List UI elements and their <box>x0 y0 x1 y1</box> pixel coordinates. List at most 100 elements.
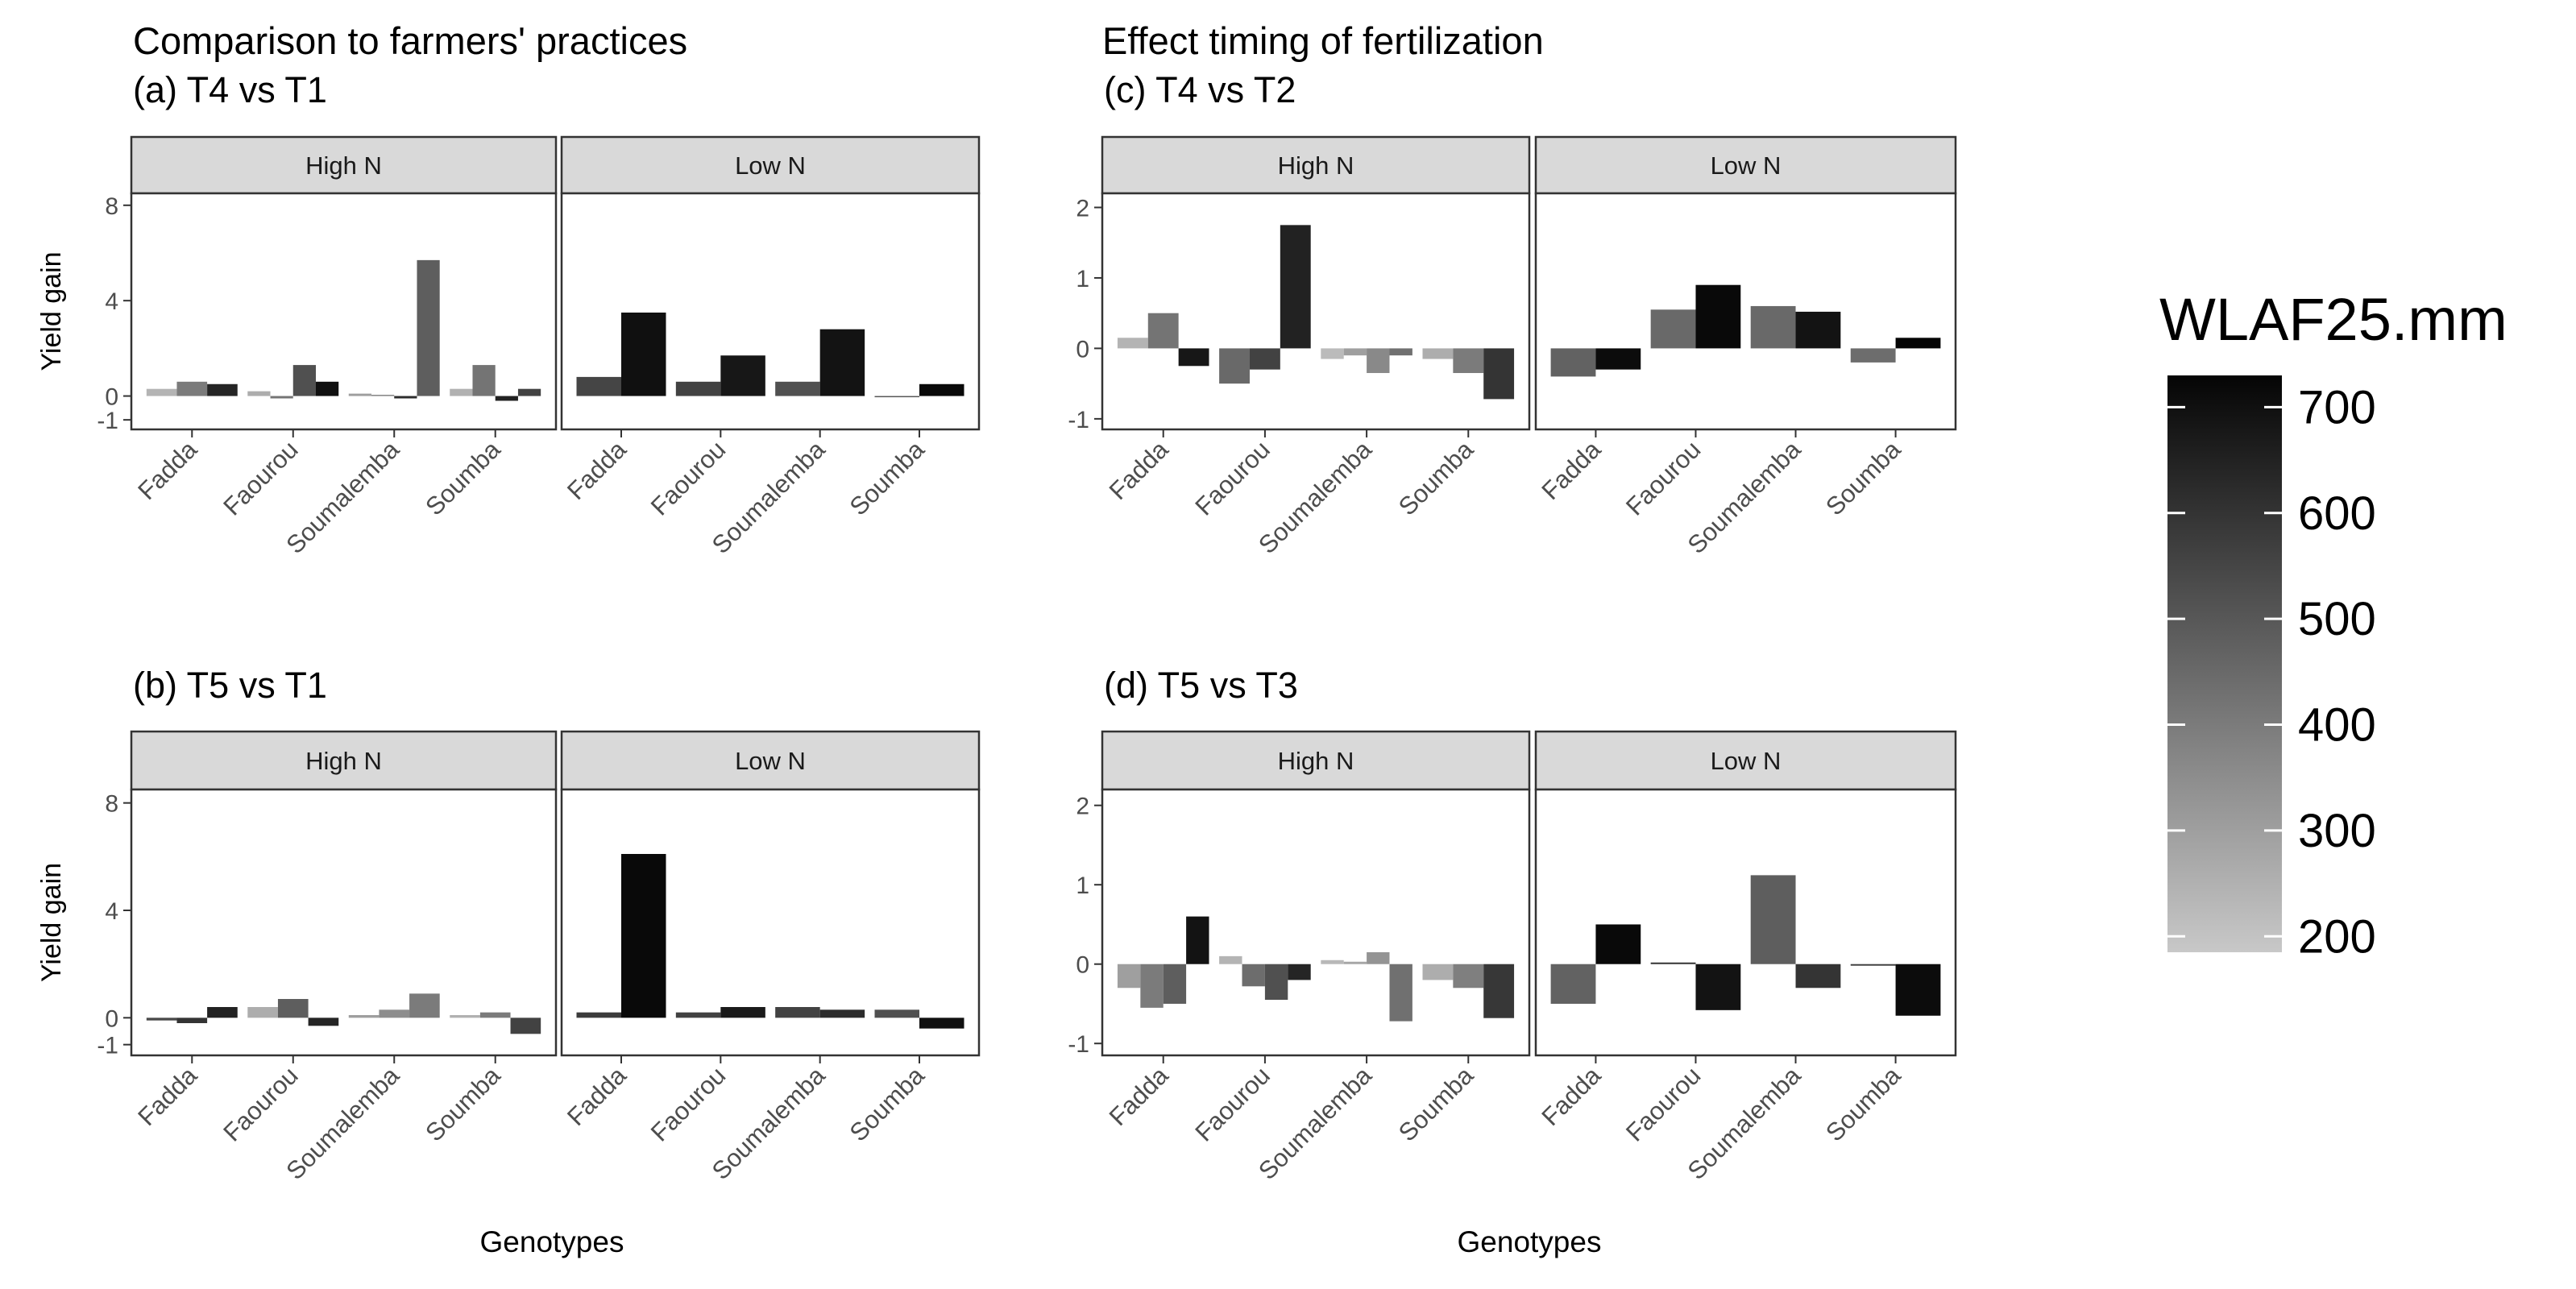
plot-background <box>1102 193 1529 429</box>
y-tick-label: -1 <box>97 408 118 434</box>
bar <box>1186 916 1209 964</box>
panel-title: (b) T5 vs T1 <box>133 665 327 706</box>
y-tick-label: -1 <box>1068 407 1089 433</box>
x-axis-title-left: Genotypes <box>480 1225 624 1258</box>
plot-border <box>560 788 981 1057</box>
plot-border <box>1534 788 1957 1057</box>
bar <box>1249 348 1280 370</box>
facet-strip <box>130 135 558 195</box>
bar <box>1795 964 1841 989</box>
bar <box>874 1009 919 1018</box>
bar <box>247 1007 278 1018</box>
bar <box>576 1012 621 1018</box>
bar <box>1389 964 1412 1022</box>
bar <box>1264 964 1288 1001</box>
bar <box>176 381 208 396</box>
bar <box>1288 964 1311 980</box>
bar <box>1850 964 1896 966</box>
bar <box>277 999 309 1018</box>
bar <box>1343 961 1367 964</box>
bar <box>621 854 666 1018</box>
bar <box>1795 311 1841 349</box>
facet-strip <box>1534 730 1957 791</box>
y-tick-label: 0 <box>1076 336 1089 363</box>
y-tick-label: 4 <box>105 898 118 925</box>
facet-strip-label: High N <box>1278 151 1354 180</box>
plot-border <box>130 788 558 1057</box>
legend-tick-label: 400 <box>2298 699 2376 752</box>
y-axis-label: Yield gain <box>36 863 67 982</box>
bar <box>919 1018 964 1029</box>
y-tick-label: 8 <box>105 791 118 818</box>
bar <box>775 1007 820 1018</box>
bar <box>1550 348 1596 377</box>
bar <box>621 312 666 396</box>
bar <box>1367 348 1390 374</box>
legend-title: WLAF25.mm <box>2159 286 2508 353</box>
bar <box>1321 959 1344 964</box>
bar <box>1367 951 1390 964</box>
bar <box>308 1018 339 1026</box>
bar <box>1343 348 1367 356</box>
bar <box>450 388 473 396</box>
bar <box>1321 348 1344 359</box>
bar <box>495 396 518 401</box>
y-tick-label: 8 <box>105 193 118 220</box>
bar <box>479 1012 511 1018</box>
bar <box>1750 305 1796 349</box>
bar <box>874 396 919 398</box>
facet-strip-label: High N <box>305 151 382 180</box>
bar <box>1147 313 1179 349</box>
plot-background <box>1102 790 1529 1055</box>
facet-strip-label: High N <box>1278 747 1354 775</box>
bar <box>675 1012 721 1018</box>
bar <box>450 1015 480 1018</box>
facet-strip-label: Low N <box>735 151 806 180</box>
bar <box>292 365 316 396</box>
facet-strip-label: Low N <box>1711 747 1782 775</box>
plot-background <box>1536 790 1956 1055</box>
bar <box>247 391 271 396</box>
bar <box>1750 875 1796 964</box>
bar <box>1453 964 1484 989</box>
y-tick-label: 0 <box>105 384 118 411</box>
y-tick-label: 2 <box>1076 794 1089 820</box>
color-legend: WLAF25.mm 200 300 400 500 600 700 <box>2159 286 2508 963</box>
bar <box>510 1018 541 1034</box>
bar <box>1695 964 1741 1010</box>
bar <box>517 388 541 396</box>
y-tick-label: -1 <box>1068 1031 1089 1058</box>
bar <box>576 376 621 396</box>
facet-strip <box>130 730 558 791</box>
legend-tick-label: 500 <box>2298 593 2376 645</box>
bar <box>1483 348 1515 400</box>
y-tick-label: 1 <box>1076 266 1089 292</box>
panel-title: (a) T4 vs T1 <box>133 69 327 110</box>
y-tick-label: 4 <box>105 288 118 315</box>
bar <box>1850 348 1896 363</box>
bar <box>1219 955 1242 964</box>
y-tick-label: 2 <box>1076 195 1089 222</box>
bar <box>919 383 964 396</box>
facet-strip-label: High N <box>305 747 382 775</box>
bar <box>1483 964 1515 1018</box>
bar <box>1140 964 1164 1008</box>
bar <box>207 383 238 396</box>
bar <box>1550 964 1596 1004</box>
bar <box>1117 338 1148 349</box>
y-tick-label: -1 <box>97 1033 118 1059</box>
legend-colorbar <box>2167 375 2282 952</box>
facet-strip-label: Low N <box>1711 151 1782 180</box>
plot-border <box>1101 788 1531 1057</box>
bar <box>409 993 440 1018</box>
legend-tick-label: 200 <box>2298 910 2376 963</box>
legend-tick-label: 700 <box>2298 381 2376 433</box>
y-tick-label: 0 <box>1076 952 1089 979</box>
bar <box>1895 964 1941 1016</box>
bar <box>1389 348 1412 356</box>
bar <box>675 381 721 396</box>
x-axis-title-right: Genotypes <box>1458 1225 1602 1258</box>
y-axis-label: Yield gain <box>36 251 67 371</box>
bar <box>146 388 177 396</box>
facet-strip <box>560 730 981 791</box>
